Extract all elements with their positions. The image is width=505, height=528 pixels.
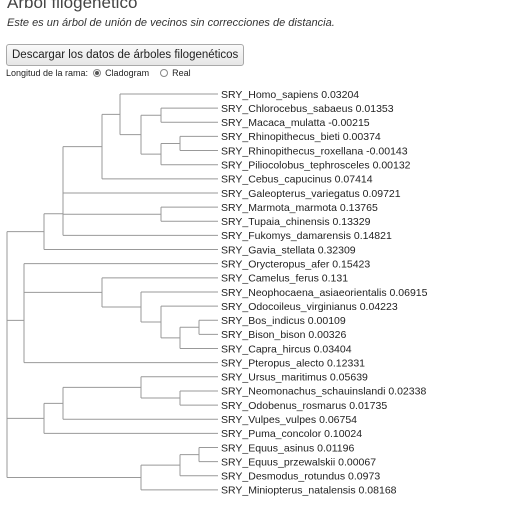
- real-radio[interactable]: [160, 69, 169, 77]
- tree-leaf-label: SRY_Chlorocebus_sabaeus 0.01353: [221, 103, 394, 115]
- tree-leaf-label: SRY_Miniopterus_natalensis 0.08168: [221, 485, 397, 497]
- tree-leaf-label: SRY_Fukomys_damarensis 0.14821: [221, 230, 392, 242]
- tree-leaf-label: SRY_Homo_sapiens 0.03204: [221, 89, 359, 101]
- real-option-label[interactable]: Real: [172, 68, 191, 78]
- tree-leaf-label: SRY_Equus_asinus 0.01196: [221, 442, 354, 454]
- tree-leaf-label: SRY_Pteropus_alecto 0.12331: [221, 357, 365, 369]
- tree-leaf-label: SRY_Odobenus_rosmarus 0.01735: [221, 400, 387, 412]
- tree-leaf-label: SRY_Gavia_stellata 0.32309: [221, 244, 356, 256]
- download-tree-data-button[interactable]: Descargar los datos de árboles filogenét…: [6, 44, 245, 66]
- tree-leaf-label: SRY_Galeopterus_variegatus 0.09721: [221, 188, 401, 200]
- tree-leaf-label: SRY_Rhinopithecus_bieti 0.00374: [221, 131, 381, 143]
- branch-length-label: Longitud de la rama:: [6, 68, 89, 78]
- tree-leaf-label: SRY_Piliocolobus_tephrosceles 0.00132: [221, 160, 411, 172]
- tree-leaf-label: SRY_Orycteropus_afer 0.15423: [221, 258, 370, 270]
- tree-leaf-label: SRY_Macaca_mulatta -0.00215: [221, 117, 370, 129]
- tree-leaf-label: SRY_Bison_bison 0.00326: [221, 329, 346, 341]
- page-title: Árbol filogenético: [7, 0, 138, 12]
- tree-leaf-label: SRY_Marmota_marmota 0.13765: [221, 202, 378, 214]
- tree-leaf-label: SRY_Equus_przewalskii 0.00067: [221, 456, 376, 468]
- tree-leaf-label: SRY_Bos_indicus 0.00109: [221, 315, 346, 327]
- cladogram-radio[interactable]: [93, 69, 102, 77]
- tree-leaf-label: SRY_Odocoileus_virginianus 0.04223: [221, 301, 398, 313]
- page-subtitle: Este es un árbol de unión de vecinos sin…: [7, 17, 335, 29]
- tree-leaf-label: SRY_Rhinopithecus_roxellana -0.00143: [221, 145, 408, 157]
- tree-leaf-label: SRY_Cebus_capucinus 0.07414: [221, 174, 373, 186]
- tree-leaf-label: SRY_Ursus_maritimus 0.05639: [221, 372, 368, 384]
- tree-branches: [6, 93, 218, 491]
- branch-length-selector: Longitud de la rama: Cladogram Real: [6, 68, 197, 78]
- cladogram-option-label[interactable]: Cladogram: [105, 68, 150, 78]
- tree-leaf-labels: SRY_Homo_sapiens 0.03204 SRY_Chlorocebus_…: [221, 89, 428, 497]
- tree-leaf-label: SRY_Tupaia_chinensis 0.13329: [221, 216, 371, 228]
- tree-leaf-label: SRY_Desmodus_rotundus 0.0973: [221, 471, 380, 483]
- tree-leaf-label: SRY_Vulpes_vulpes 0.06754: [221, 414, 357, 426]
- tree-leaf-label: SRY_Capra_hircus 0.03404: [221, 343, 352, 355]
- tree-leaf-label: SRY_Neomonachus_schauinslandi 0.02338: [221, 386, 426, 398]
- tree-leaf-label: SRY_Neophocaena_asiaeorientalis 0.06915: [221, 287, 428, 299]
- tree-leaf-label: SRY_Camelus_ferus 0.131: [221, 273, 348, 285]
- tree-leaf-label: SRY_Puma_concolor 0.10024: [221, 428, 362, 440]
